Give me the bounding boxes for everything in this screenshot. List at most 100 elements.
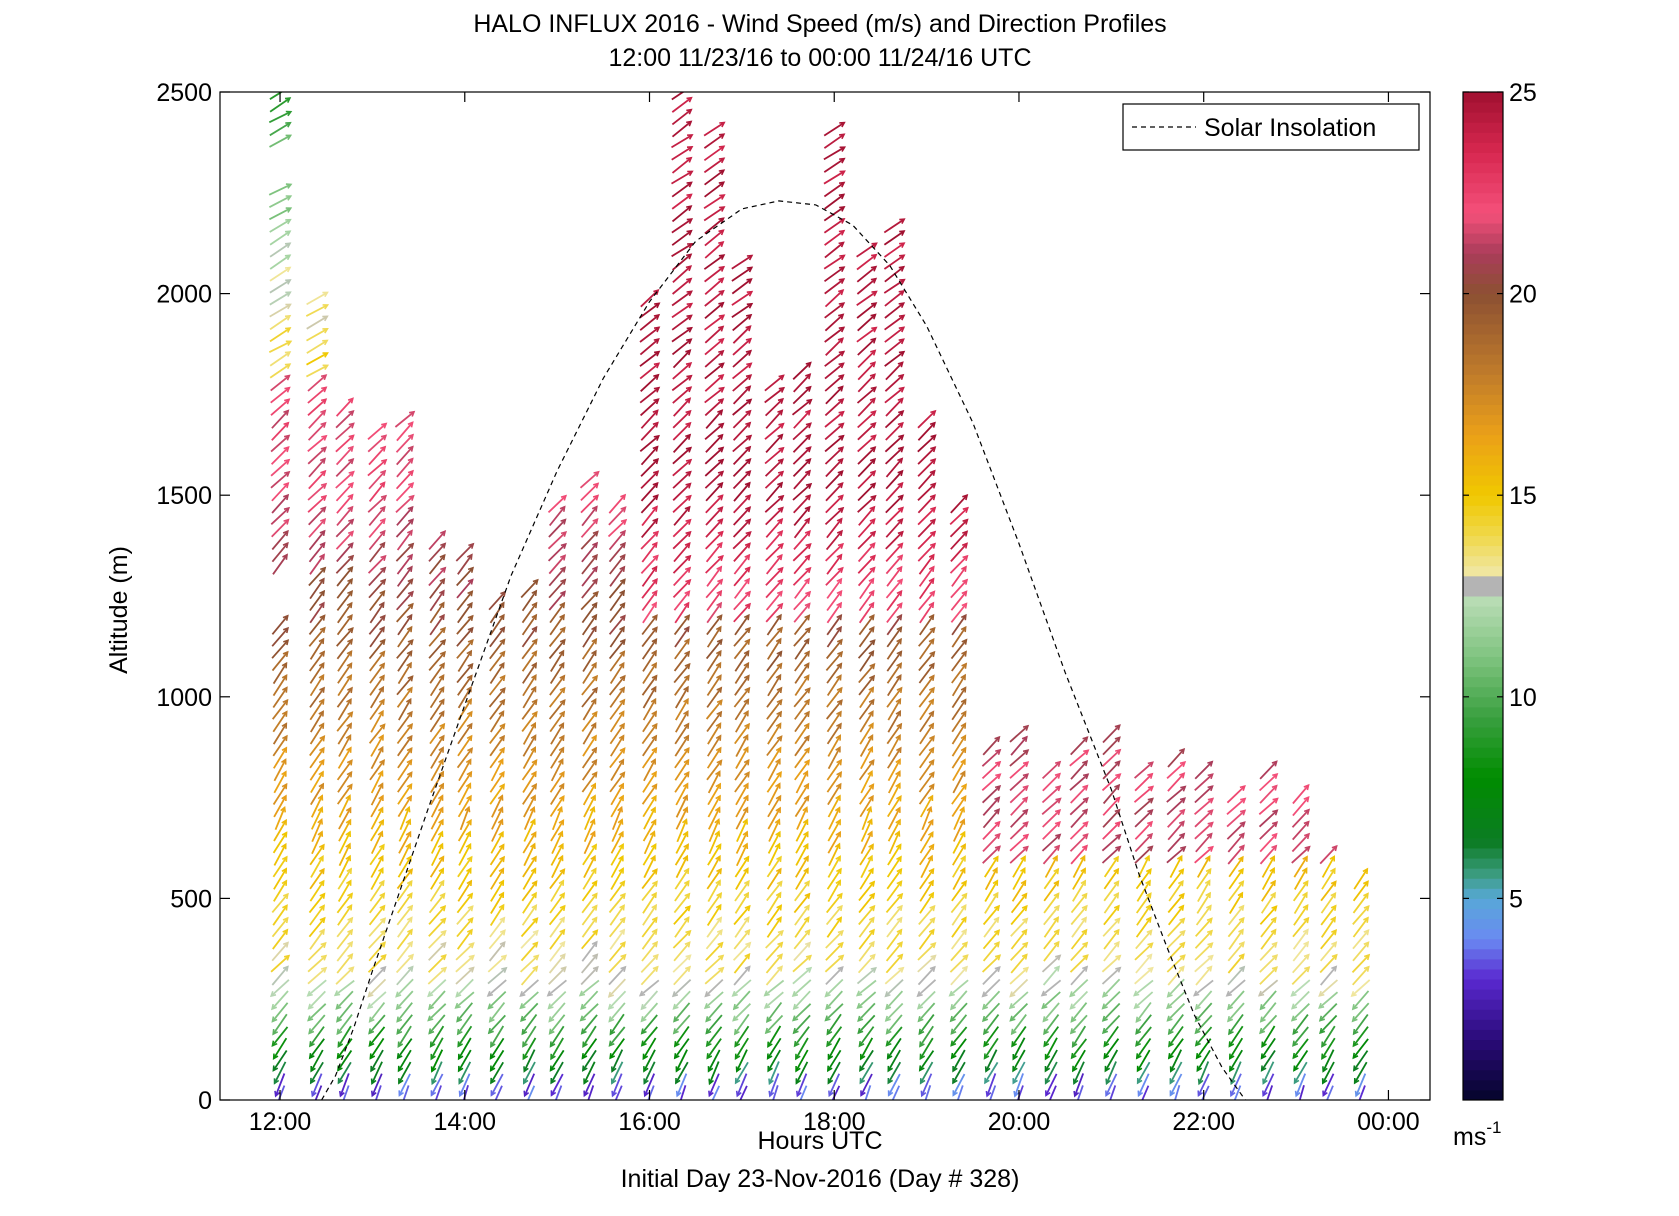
wind-barb xyxy=(269,254,291,270)
wind-barb xyxy=(1014,1073,1024,1097)
wind-barb-head xyxy=(530,721,536,729)
wind-barb-head xyxy=(612,1103,616,1108)
wind-barb-head xyxy=(1013,1090,1020,1098)
wind-barb xyxy=(549,917,565,938)
wind-barb xyxy=(1009,967,1029,985)
wind-barb xyxy=(639,314,660,331)
wind-barb-head xyxy=(1082,784,1089,791)
wind-barb xyxy=(858,626,875,648)
wind-barb-head xyxy=(377,745,384,753)
wind-barb xyxy=(522,686,537,709)
wind-barb-head xyxy=(618,830,624,838)
wind-barb-head xyxy=(651,770,657,778)
wind-barb-head xyxy=(714,830,721,837)
wind-barb-head xyxy=(281,710,288,717)
wind-barb xyxy=(1043,929,1060,950)
wind-barb-head xyxy=(651,626,658,633)
wind-barb-head xyxy=(1135,1053,1142,1060)
wind-barb-head xyxy=(550,1090,557,1097)
wind-barb xyxy=(917,494,936,514)
wind-barb-head xyxy=(839,133,846,140)
wind-barb-head xyxy=(318,855,324,862)
wind-barb-head xyxy=(869,639,876,646)
x-tick-label: 00:00 xyxy=(1357,1108,1420,1136)
wind-barb-head xyxy=(744,965,751,972)
wind-barb-head xyxy=(1044,1053,1051,1061)
wind-barb xyxy=(429,687,445,709)
wind-barb xyxy=(608,639,626,660)
wind-barb xyxy=(1073,1061,1085,1084)
wind-barb xyxy=(826,1013,842,1035)
wind-barb xyxy=(766,663,783,684)
colorbar-band xyxy=(1463,988,1503,1000)
wind-barb-head xyxy=(717,578,724,585)
wind-barb-head xyxy=(653,362,661,369)
wind-barb-head xyxy=(406,758,413,766)
wind-barb xyxy=(1352,1038,1369,1059)
wind-barb xyxy=(1197,880,1211,903)
wind-barb-head xyxy=(1101,1003,1108,1010)
wind-barb-head xyxy=(869,397,876,404)
wind-barb-head xyxy=(317,794,324,801)
wind-barb xyxy=(793,530,811,550)
wind-barb-head xyxy=(490,1077,496,1085)
wind-barb-head xyxy=(1114,796,1121,803)
wind-barb xyxy=(951,795,967,817)
wind-barb-head xyxy=(1055,785,1062,792)
wind-barb-head xyxy=(768,1078,774,1086)
wind-barb-head xyxy=(499,929,506,936)
wind-barb-head xyxy=(347,577,353,585)
wind-barb xyxy=(917,1002,936,1022)
wind-barb-head xyxy=(1113,928,1120,936)
wind-barb xyxy=(611,1061,624,1084)
wind-barb-head xyxy=(857,1027,864,1035)
wind-barb xyxy=(860,771,873,794)
wind-barb xyxy=(884,979,904,997)
wind-barb-head xyxy=(992,879,999,886)
wind-barb xyxy=(1041,954,1061,973)
wind-barb xyxy=(548,554,566,575)
wind-barb xyxy=(550,1073,564,1096)
wind-barb xyxy=(580,1003,599,1022)
wind-barb xyxy=(309,880,325,902)
wind-barb xyxy=(732,446,751,466)
wind-barb xyxy=(1355,1073,1367,1097)
wind-barb xyxy=(732,1003,752,1022)
wind-barb-head xyxy=(686,146,694,152)
wind-barb-head xyxy=(499,626,506,633)
wind-barb xyxy=(1292,954,1310,974)
wind-barb-head xyxy=(281,831,288,838)
wind-barb-head xyxy=(898,373,905,380)
wind-barb-head xyxy=(321,434,328,441)
wind-barb xyxy=(369,590,386,611)
wind-barb-head xyxy=(650,843,657,850)
wind-barb xyxy=(608,578,626,599)
wind-barb xyxy=(487,990,507,1010)
wind-barb xyxy=(307,422,327,441)
wind-barb-head xyxy=(870,494,877,501)
wind-barb xyxy=(368,639,386,660)
wind-barb xyxy=(1102,784,1120,805)
wind-barb-head xyxy=(1238,928,1244,935)
wind-barb xyxy=(272,723,288,745)
wind-barb-head xyxy=(744,952,751,960)
wind-barb-head xyxy=(896,928,903,935)
wind-barb-head xyxy=(734,1077,741,1085)
wind-barb xyxy=(1167,918,1185,937)
wind-barb-head xyxy=(777,470,785,477)
wind-barb xyxy=(1351,979,1371,997)
wind-barb xyxy=(336,759,353,781)
wind-barb xyxy=(581,759,598,781)
wind-barb-head xyxy=(559,892,566,899)
wind-barb-head xyxy=(1069,991,1076,998)
wind-barb-head xyxy=(530,685,537,693)
wind-barb-head xyxy=(1301,867,1308,874)
wind-barb-head xyxy=(619,880,626,887)
wind-barb xyxy=(396,603,414,623)
wind-barb xyxy=(768,819,781,842)
wind-barb-head xyxy=(1204,879,1211,886)
wind-barb xyxy=(370,1049,384,1072)
wind-barb-head xyxy=(284,266,292,273)
wind-barb-head xyxy=(1101,1015,1108,1022)
wind-barb-head xyxy=(777,578,784,585)
